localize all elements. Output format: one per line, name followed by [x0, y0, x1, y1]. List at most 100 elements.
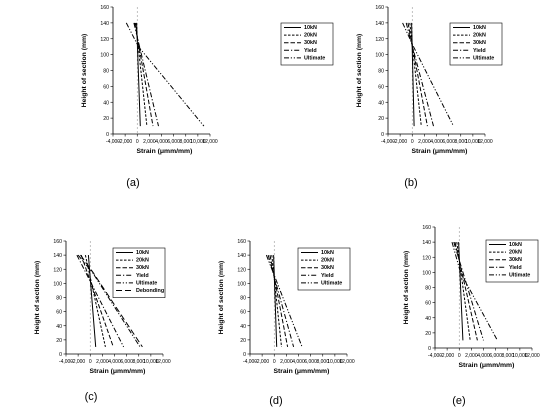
y-axis-title: Height of section (mm) [34, 261, 41, 335]
series-line-yield [133, 22, 159, 127]
x-tick-label: 12,000 [524, 353, 540, 359]
y-tick-label: 0 [243, 352, 246, 358]
x-tick-label: 0 [136, 139, 139, 145]
x-tick-label: 6,000 [167, 139, 180, 145]
series-line-20kn [271, 255, 282, 347]
x-tick-label: -4,000 [243, 359, 257, 365]
series-line-30kn [134, 22, 154, 127]
legend-label: Ultimate [509, 272, 530, 278]
y-tick-label: 20 [240, 338, 246, 344]
y-tick-label: 140 [422, 240, 431, 246]
y-tick-label: 100 [375, 53, 384, 59]
y-tick-label: 100 [53, 281, 62, 287]
y-tick-label: 100 [422, 270, 431, 276]
legend-box [112, 247, 166, 298]
legend-label: 20kN [304, 33, 317, 39]
x-tick-label: -2,000 [393, 139, 407, 145]
legend-label: 10kN [304, 25, 317, 31]
y-axis-title: Height of section (mm) [218, 261, 225, 335]
series-line-ultimate [402, 22, 454, 127]
legend-label: Yield [136, 273, 149, 279]
chart-panel-d: 0 20 40 60 80 100 120 140 160 -4,000-2,000 0 2,000 4… [218, 239, 355, 407]
x-tick-label: 6,000 [442, 139, 455, 145]
legend-label: 30kN [509, 257, 522, 263]
x-axis-title: Strain (μmm/mm) [136, 148, 192, 155]
x-tick-label: -4,000 [428, 353, 442, 359]
y-axis-title: Height of section (mm) [81, 34, 88, 108]
legend-label: Yield [509, 265, 522, 271]
x-tick-label: 10,000 [327, 359, 343, 365]
legend-label: 30kN [473, 40, 486, 46]
x-tick-label: 6,000 [489, 353, 502, 359]
y-tick-label: 120 [422, 255, 431, 261]
series-line-10kn [411, 22, 415, 127]
y-tick-label: 120 [100, 37, 109, 43]
series-line-debonding [80, 254, 143, 348]
legend-label: Ultimate [321, 280, 342, 286]
legend-box [449, 22, 503, 66]
x-tick-label: -4,000 [59, 359, 73, 365]
y-tick-label: 160 [422, 225, 431, 231]
y-tick-label: 160 [375, 5, 384, 11]
legend-label: 20kN [509, 250, 522, 256]
x-tick-label: 10,000 [465, 139, 481, 145]
y-tick-label: 140 [53, 253, 62, 259]
x-tick-label: 2,000 [96, 359, 109, 365]
series-line-20kn [409, 22, 422, 127]
y-tick-label: 80 [56, 296, 62, 302]
legend-label: 20kN [136, 258, 149, 264]
legend-label: Yield [304, 48, 317, 54]
y-tick-label: 160 [237, 239, 246, 245]
y-tick-label: 20 [378, 116, 384, 122]
panel-caption: (a) [126, 177, 139, 189]
series-line-ultimate [125, 22, 205, 127]
x-tick-label: 12,000 [339, 359, 355, 365]
x-tick-label: 4,000 [155, 139, 168, 145]
y-tick-label: 60 [378, 84, 384, 90]
x-axis-title: Strain (μmm/mm) [89, 368, 145, 375]
x-tick-label: -4,000 [106, 139, 120, 145]
panel-caption: (b) [404, 177, 417, 189]
x-tick-label: 4,000 [477, 353, 490, 359]
x-tick-label: 12,000 [155, 359, 171, 365]
x-tick-label: 4,000 [292, 359, 305, 365]
x-tick-label: 6,000 [304, 359, 317, 365]
legend-label: 10kN [473, 25, 486, 31]
panel-caption: (c) [85, 391, 98, 403]
legend-label: 20kN [473, 33, 486, 39]
x-tick-label: 10,000 [512, 353, 528, 359]
legend-label: Ultimate [473, 55, 494, 61]
series-line-20kn [84, 254, 106, 348]
x-axis-title: Strain (μmm/mm) [458, 362, 514, 369]
x-tick-label: 8,000 [501, 353, 514, 359]
chart-panel-c: 0 20 40 60 80 100 120 140 160 -4,000-2,000 0 2,000 4… [34, 239, 171, 403]
y-tick-label: 60 [103, 84, 109, 90]
y-tick-label: 80 [378, 69, 384, 75]
x-axis-title: Strain (μmm/mm) [411, 148, 467, 155]
x-tick-label: 2,000 [143, 139, 156, 145]
y-tick-label: 140 [375, 21, 384, 27]
legend-label: 30kN [136, 265, 149, 271]
x-tick-label: 8,000 [316, 359, 329, 365]
legend-label: Ultimate [136, 280, 157, 286]
y-tick-label: 120 [237, 267, 246, 273]
series-line-30kn [269, 255, 289, 347]
x-tick-label: 2,000 [465, 353, 478, 359]
y-axis-title: Height of section (mm) [403, 251, 410, 325]
chart-panel-a: 0 20 40 60 80 100 120 140 160 -4,000-2,000 0 2,000 4… [81, 5, 334, 189]
y-tick-label: 40 [103, 100, 109, 106]
y-tick-label: 20 [425, 331, 431, 337]
y-tick-label: 0 [59, 352, 62, 358]
legend-label: Yield [321, 273, 334, 279]
x-tick-label: 6,000 [120, 359, 133, 365]
y-tick-label: 80 [240, 296, 246, 302]
x-tick-label: 10,000 [143, 359, 159, 365]
legend-label: 30kN [304, 40, 317, 46]
y-tick-label: 80 [425, 286, 431, 292]
x-tick-label: -2,000 [255, 359, 269, 365]
x-tick-label: 2,000 [418, 139, 431, 145]
